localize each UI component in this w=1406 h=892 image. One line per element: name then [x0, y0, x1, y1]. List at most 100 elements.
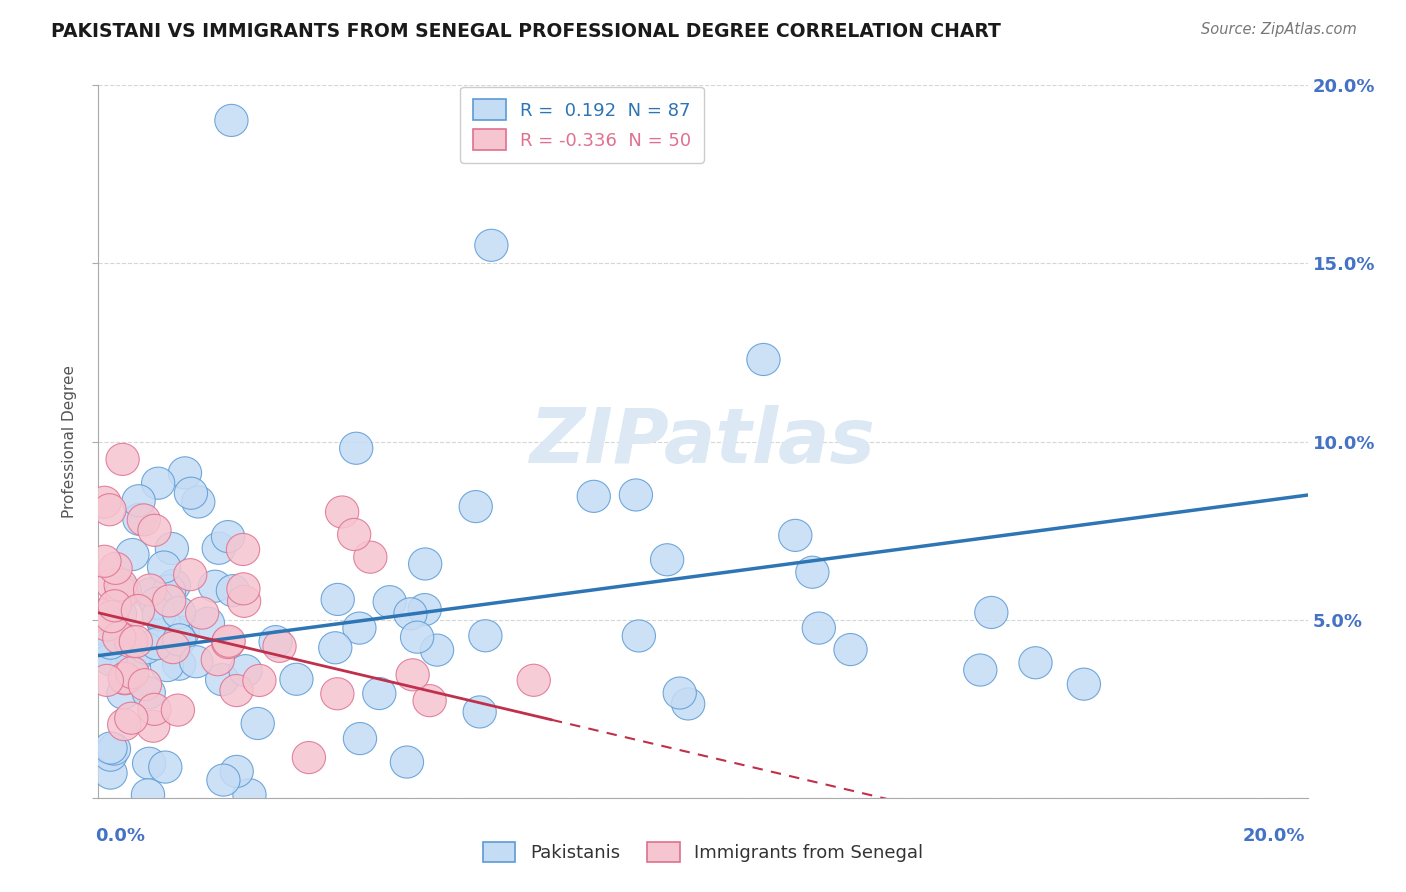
Ellipse shape [155, 533, 188, 565]
Ellipse shape [198, 570, 232, 602]
Ellipse shape [118, 637, 152, 669]
Legend: Pakistanis, Immigrants from Senegal: Pakistanis, Immigrants from Senegal [475, 834, 931, 870]
Ellipse shape [157, 616, 191, 648]
Ellipse shape [104, 598, 136, 630]
Ellipse shape [226, 533, 260, 566]
Ellipse shape [107, 677, 141, 709]
Text: 0.0%: 0.0% [96, 827, 146, 845]
Ellipse shape [963, 654, 997, 686]
Ellipse shape [401, 621, 433, 653]
Ellipse shape [105, 577, 138, 609]
Ellipse shape [475, 229, 508, 261]
Ellipse shape [343, 612, 375, 644]
Ellipse shape [169, 457, 201, 489]
Ellipse shape [233, 779, 266, 811]
Ellipse shape [174, 477, 208, 509]
Ellipse shape [108, 708, 141, 740]
Ellipse shape [90, 609, 124, 641]
Ellipse shape [87, 486, 121, 518]
Ellipse shape [108, 663, 142, 695]
Ellipse shape [207, 764, 240, 797]
Ellipse shape [117, 644, 150, 676]
Text: Source: ZipAtlas.com: Source: ZipAtlas.com [1201, 22, 1357, 37]
Ellipse shape [173, 558, 207, 591]
Ellipse shape [363, 677, 396, 709]
Ellipse shape [391, 746, 423, 778]
Ellipse shape [115, 539, 149, 571]
Y-axis label: Professional Degree: Professional Degree [62, 365, 77, 518]
Ellipse shape [134, 578, 167, 610]
Ellipse shape [217, 574, 249, 607]
Ellipse shape [134, 574, 167, 606]
Ellipse shape [94, 732, 127, 764]
Ellipse shape [148, 551, 180, 583]
Ellipse shape [115, 657, 149, 689]
Ellipse shape [94, 627, 127, 659]
Ellipse shape [108, 662, 142, 694]
Ellipse shape [148, 607, 180, 640]
Text: 20.0%: 20.0% [1243, 827, 1305, 845]
Ellipse shape [87, 545, 121, 577]
Ellipse shape [779, 519, 811, 551]
Ellipse shape [96, 600, 128, 632]
Ellipse shape [259, 625, 292, 657]
Ellipse shape [150, 649, 184, 681]
Ellipse shape [460, 491, 492, 523]
Ellipse shape [413, 684, 446, 716]
Ellipse shape [263, 631, 297, 663]
Ellipse shape [394, 598, 427, 630]
Ellipse shape [141, 628, 173, 660]
Ellipse shape [114, 625, 148, 657]
Ellipse shape [408, 593, 441, 625]
Ellipse shape [463, 696, 496, 728]
Ellipse shape [409, 548, 441, 580]
Ellipse shape [280, 663, 314, 695]
Ellipse shape [127, 504, 160, 536]
Ellipse shape [166, 616, 200, 648]
Ellipse shape [163, 624, 195, 656]
Ellipse shape [115, 702, 148, 734]
Ellipse shape [138, 515, 172, 547]
Ellipse shape [142, 467, 174, 500]
Ellipse shape [121, 594, 155, 626]
Ellipse shape [157, 569, 190, 601]
Ellipse shape [243, 665, 276, 697]
Ellipse shape [139, 587, 173, 619]
Ellipse shape [420, 634, 454, 666]
Text: ZIPatlas: ZIPatlas [530, 405, 876, 478]
Ellipse shape [87, 599, 121, 632]
Ellipse shape [664, 677, 696, 709]
Ellipse shape [651, 544, 683, 576]
Ellipse shape [163, 648, 195, 681]
Ellipse shape [132, 677, 166, 709]
Ellipse shape [110, 649, 143, 681]
Ellipse shape [747, 343, 780, 376]
Ellipse shape [623, 620, 655, 652]
Ellipse shape [834, 633, 868, 665]
Ellipse shape [132, 747, 166, 780]
Ellipse shape [98, 552, 132, 584]
Ellipse shape [94, 757, 127, 789]
Ellipse shape [142, 599, 176, 631]
Ellipse shape [149, 751, 181, 783]
Ellipse shape [468, 620, 502, 652]
Ellipse shape [212, 625, 245, 657]
Ellipse shape [215, 104, 247, 136]
Ellipse shape [156, 632, 190, 664]
Ellipse shape [128, 669, 162, 701]
Ellipse shape [98, 590, 131, 622]
Ellipse shape [108, 575, 141, 607]
Ellipse shape [122, 503, 156, 535]
Ellipse shape [205, 664, 239, 696]
Ellipse shape [796, 557, 830, 589]
Ellipse shape [96, 568, 129, 600]
Ellipse shape [97, 733, 131, 765]
Ellipse shape [103, 622, 136, 654]
Ellipse shape [396, 659, 429, 691]
Ellipse shape [576, 480, 610, 512]
Ellipse shape [94, 640, 127, 672]
Ellipse shape [181, 486, 215, 518]
Ellipse shape [211, 626, 245, 658]
Ellipse shape [373, 586, 406, 618]
Ellipse shape [186, 597, 219, 629]
